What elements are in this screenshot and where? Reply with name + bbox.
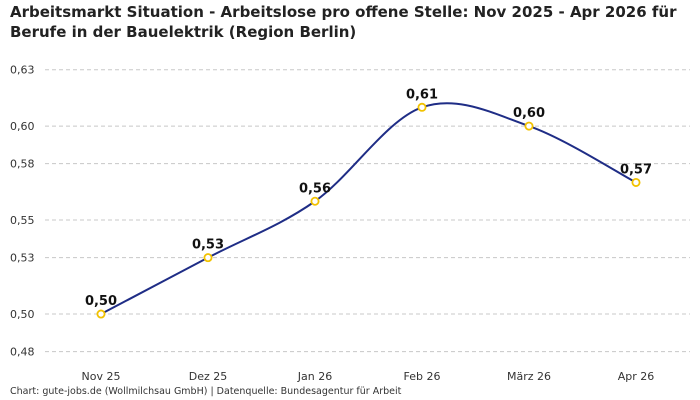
data-point [203, 253, 213, 263]
x-tick-label: Nov 25 [82, 370, 121, 383]
data-label: 0,53 [192, 238, 224, 253]
data-label: 0,56 [299, 181, 331, 196]
data-point [96, 309, 106, 319]
data-label: 0,50 [85, 294, 117, 309]
y-tick-label: 0,63 [10, 64, 35, 77]
x-tick-label: Apr 26 [618, 370, 655, 383]
data-point [417, 102, 427, 112]
x-tick-label: Dez 25 [189, 370, 228, 383]
data-point [310, 196, 320, 206]
y-tick-label: 0,50 [10, 308, 35, 321]
y-tick-label: 0,60 [10, 120, 35, 133]
series-line [100, 102, 637, 315]
x-tick-label: Feb 26 [404, 370, 441, 383]
y-tick-label: 0,55 [10, 214, 35, 227]
data-point [524, 121, 534, 131]
data-point [631, 177, 641, 187]
x-tick-label: Jan 26 [297, 370, 332, 383]
y-tick-label: 0,53 [10, 252, 35, 265]
data-label: 0,61 [406, 87, 438, 102]
y-tick-label: 0,58 [10, 158, 35, 171]
data-label: 0,57 [620, 162, 652, 177]
y-tick-label: 0,48 [10, 346, 35, 359]
chart-title: Arbeitsmarkt Situation - Arbeitslose pro… [10, 3, 677, 41]
data-label: 0,60 [513, 106, 545, 121]
x-tick-label: März 26 [507, 370, 551, 383]
chart-footer: Chart: gute-jobs.de (Wollmilchsau GmbH) … [10, 386, 402, 397]
